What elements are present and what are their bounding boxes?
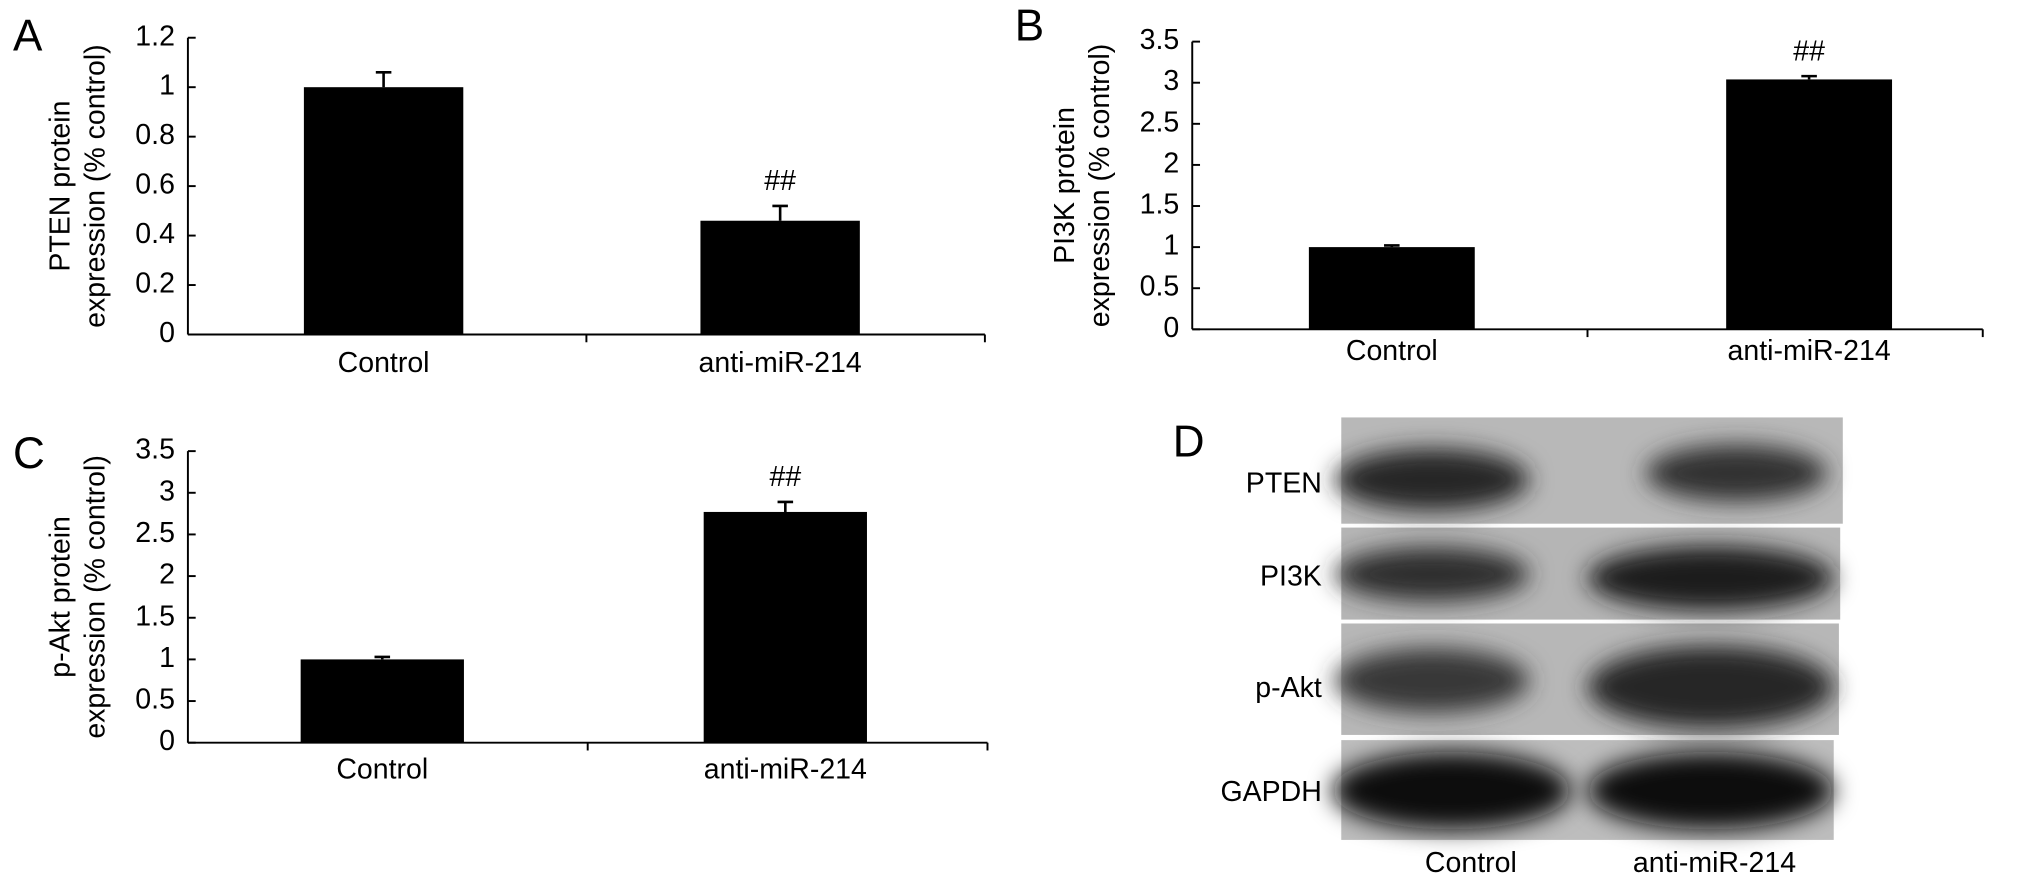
x-tick-label: anti-miR-214: [699, 347, 862, 379]
y-tick-label: 3: [1163, 65, 1179, 97]
bar: [303, 87, 464, 335]
panel-label: C: [13, 429, 45, 478]
error-bar: [374, 655, 391, 660]
y-tick-label: 0: [1163, 312, 1179, 344]
y-tick-label: 0: [159, 317, 175, 349]
bar: [1726, 79, 1893, 330]
y-tick-label: 2.5: [135, 517, 175, 549]
y-tick-label: 3: [159, 475, 175, 507]
bar: [700, 220, 860, 335]
significance-label: ##: [1793, 35, 1825, 67]
blot-column-label: Control: [1425, 847, 1517, 879]
x-tick-label: anti-miR-214: [704, 754, 867, 786]
y-tick-label: 1.2: [135, 20, 175, 52]
blot-row-label: GAPDH: [1220, 776, 1321, 808]
y-tick-label: 0.6: [135, 169, 175, 201]
y-tick-label: 2.5: [1140, 106, 1180, 138]
x-tick-label: Control: [338, 347, 430, 379]
y-tick-label: 0: [159, 725, 175, 757]
panel-label: B: [1015, 1, 1044, 50]
y-axis-label: PI3K protein: [1049, 107, 1081, 264]
blot-row-label: PI3K: [1260, 561, 1322, 593]
blot-column-label: anti-miR-214: [1633, 847, 1796, 879]
y-tick-label: 2: [159, 559, 175, 591]
y-axis-label: PTEN protein: [45, 101, 77, 272]
y-tick-label: 1.5: [135, 600, 175, 632]
bar: [300, 659, 464, 743]
x-tick-label: Control: [1346, 335, 1438, 367]
y-tick-label: 2: [1163, 147, 1179, 179]
y-tick-label: 1: [159, 70, 175, 102]
y-tick-label: 0.5: [135, 684, 175, 716]
error-bar: [777, 500, 794, 512]
error-bar: [375, 71, 392, 88]
bar: [703, 511, 867, 743]
y-axis-label: expression (% control): [80, 44, 112, 328]
blot-row-label: p-Akt: [1255, 672, 1322, 704]
y-tick-label: 0.4: [135, 218, 175, 250]
y-tick-label: 0.5: [1140, 271, 1180, 303]
y-axis-label: p-Akt protein: [45, 516, 77, 678]
blot-row-label: PTEN: [1246, 467, 1322, 499]
y-axis-label: expression (% control): [80, 455, 112, 739]
significance-label: ##: [764, 165, 796, 197]
y-tick-label: 1: [159, 642, 175, 674]
x-tick-label: anti-miR-214: [1728, 335, 1891, 367]
y-axis-label: expression (% control): [1084, 44, 1116, 328]
blot-image: [1332, 417, 1843, 840]
error-bar: [772, 204, 788, 221]
y-tick-label: 0.2: [135, 268, 175, 300]
error-bar: [1801, 74, 1817, 80]
y-tick-label: 3.5: [135, 434, 175, 466]
panel-label: D: [1173, 417, 1205, 466]
y-tick-label: 0.8: [135, 119, 175, 151]
bar: [1308, 247, 1475, 330]
y-tick-label: 1: [1163, 230, 1179, 262]
error-bar: [1384, 244, 1400, 248]
panel-label: A: [13, 12, 43, 61]
significance-label: ##: [769, 461, 801, 493]
y-tick-label: 1.5: [1140, 189, 1180, 221]
x-tick-label: Control: [336, 754, 428, 786]
y-tick-label: 3.5: [1140, 24, 1180, 56]
